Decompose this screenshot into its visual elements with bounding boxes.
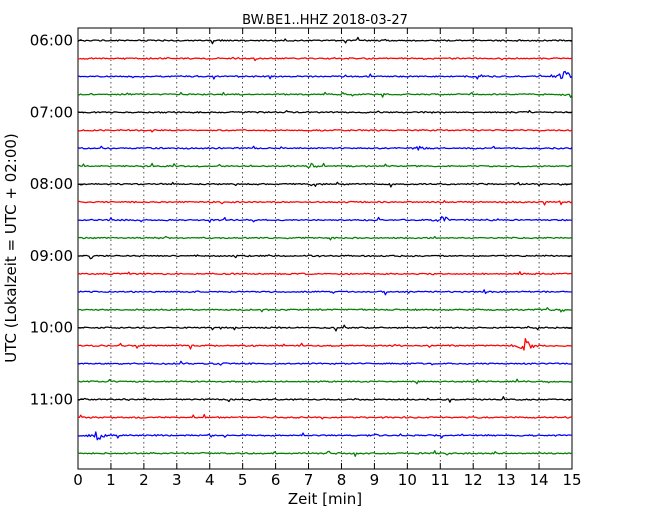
y-tick-label: 07:00	[30, 103, 73, 121]
trace-line	[77, 162, 573, 169]
y-tick-label: 08:00	[30, 175, 73, 193]
x-tick-label: 3	[172, 471, 182, 489]
trace-line	[77, 216, 573, 223]
trace-line	[77, 70, 573, 80]
trace-line	[77, 91, 573, 98]
trace-line	[77, 307, 573, 313]
trace-line	[77, 324, 573, 332]
x-tick-label: 2	[139, 471, 149, 489]
trace-line	[77, 338, 573, 351]
trace-line	[77, 36, 573, 45]
trace-line	[77, 235, 573, 241]
trace-line	[77, 431, 573, 441]
y-tick-label: 10:00	[30, 319, 73, 337]
trace-line	[77, 271, 573, 276]
trace-line	[77, 109, 573, 114]
trace-line	[77, 128, 573, 133]
x-tick-label: 15	[562, 471, 581, 489]
trace-line	[77, 360, 573, 366]
x-axis-label: Zeit [min]	[288, 490, 362, 508]
plot-frame	[77, 27, 573, 470]
x-tick-label: 9	[370, 471, 380, 489]
y-tick-label: 11:00	[30, 391, 73, 409]
y-tick-label: 09:00	[30, 247, 73, 265]
x-tick-label: 11	[431, 471, 450, 489]
trace-line	[77, 254, 573, 260]
x-tick-label: 12	[464, 471, 483, 489]
x-tick-label: 7	[304, 471, 314, 489]
x-tick-label: 1	[106, 471, 116, 489]
trace-line	[77, 181, 573, 188]
trace-line	[77, 413, 573, 420]
x-tick-label: 4	[205, 471, 215, 489]
x-tick-label: 10	[398, 471, 417, 489]
trace-line	[77, 56, 573, 62]
trace-line	[77, 200, 573, 206]
x-tick-label: 8	[337, 471, 347, 489]
x-tick-label: 5	[238, 471, 248, 489]
y-axis-label: UTC (Lokalzeit = UTC + 02:00)	[2, 133, 20, 363]
y-tick-label: 06:00	[30, 32, 73, 50]
trace-line	[77, 289, 573, 296]
trace-line	[77, 450, 573, 457]
x-tick-label: 6	[271, 471, 281, 489]
x-tick-label: 13	[497, 471, 516, 489]
chart-title: BW.BE1..HHZ 2018-03-27	[242, 13, 408, 28]
x-tick-label: 0	[73, 471, 83, 489]
trace-line	[77, 145, 573, 151]
trace-line	[77, 378, 573, 385]
trace-line	[77, 396, 573, 403]
x-tick-label: 14	[530, 471, 549, 489]
